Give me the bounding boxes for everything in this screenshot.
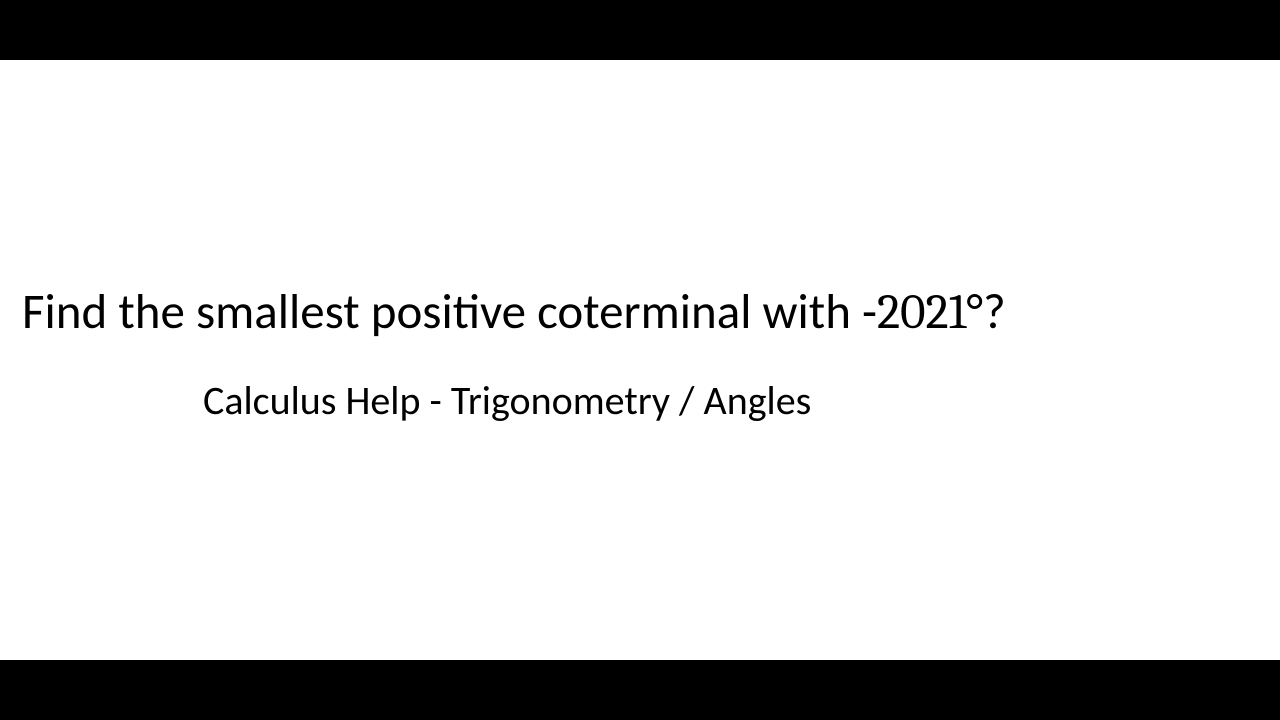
content-area: Find the smallest positive coterminal wi… (0, 60, 1280, 660)
letterbox-bottom (0, 660, 1280, 720)
title-prefix: Find the smallest positive coterminal wi… (22, 282, 877, 342)
letterbox-top (0, 0, 1280, 60)
subtitle: Calculus Help - Trigonometry / Angles (203, 376, 811, 425)
title-suffix: °? (966, 282, 1005, 342)
main-title: Find the smallest positive coterminal wi… (22, 282, 1006, 342)
title-number: 2021 (877, 285, 966, 341)
